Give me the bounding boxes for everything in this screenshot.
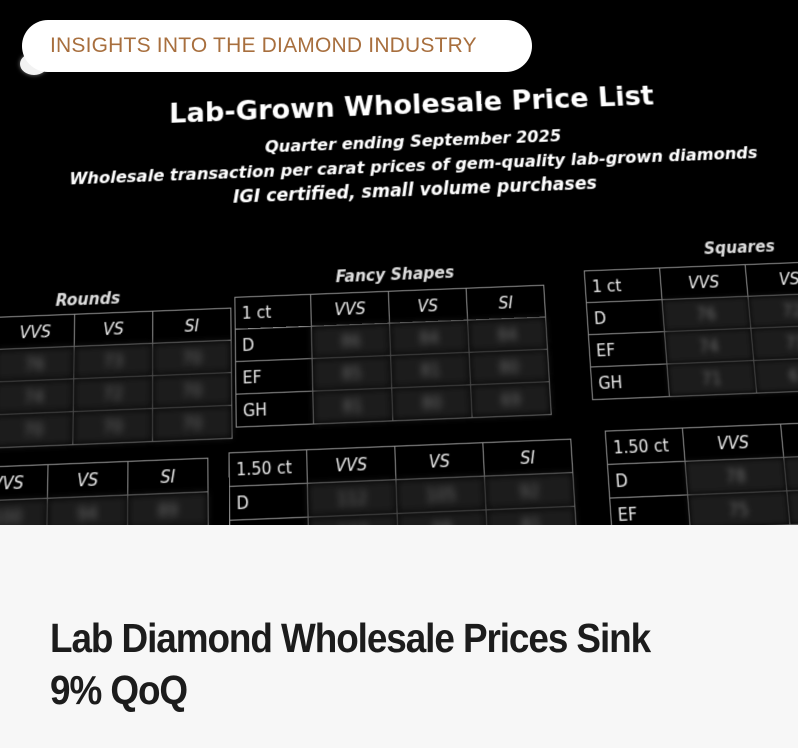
- row-label: GH: [590, 364, 669, 400]
- row-label: D: [586, 300, 664, 335]
- price-cell: 70: [152, 405, 232, 441]
- column-header: SI: [128, 458, 208, 495]
- price-cell: 70: [73, 408, 153, 444]
- column-header: VVS: [311, 291, 390, 326]
- price-cell: 80: [469, 349, 549, 385]
- column-header: VVS: [0, 314, 75, 349]
- price-cell: 81: [391, 352, 471, 388]
- column-header: V: [781, 420, 798, 457]
- column-header: VS: [395, 443, 485, 480]
- price-cell: 72: [748, 293, 798, 328]
- price-cell: 70: [0, 412, 73, 448]
- price-table-squares-150ct: 1.50 ct VVS V D 78 EF 75: [605, 420, 798, 525]
- carat-header: 1.50 ct: [229, 450, 307, 487]
- price-cell: 71: [751, 325, 798, 361]
- group-label-fancy-shapes: Fancy Shapes: [335, 263, 454, 287]
- price-table-rounds-150ct: VVS VS SI 100 94 89 97 91 86: [0, 458, 209, 525]
- price-cell: 70: [153, 373, 232, 409]
- column-header: VVS: [307, 446, 396, 483]
- price-table-squares-1ct: 1 ct VVS VS D 76 72 EF 74 71 GH 71 67: [584, 261, 798, 400]
- group-label-rounds: Rounds: [55, 289, 120, 311]
- price-cell: 67: [754, 357, 798, 393]
- price-cell: 84: [468, 317, 548, 352]
- row-label: D: [229, 483, 308, 520]
- price-cell: 84: [389, 320, 469, 355]
- column-header: VVS: [0, 465, 48, 502]
- column-header: SI: [466, 285, 545, 320]
- price-cell: 76: [0, 346, 74, 382]
- price-cell: 71: [667, 361, 757, 397]
- price-table-rounds-1ct: VVS VS SI 76 73 70 74 72 70 70 70 70: [0, 308, 233, 450]
- price-cell: 92: [484, 473, 574, 510]
- row-label: D: [235, 326, 312, 361]
- price-table-fancy-150ct: 1.50 ct VVS VS SI D 112 105 92 EF 107 98…: [229, 439, 578, 525]
- row-label: EF: [236, 359, 313, 395]
- carat-header: 1 ct: [235, 294, 311, 329]
- column-header: SI: [483, 439, 573, 476]
- column-header: VS: [74, 311, 153, 346]
- hero-image: Lab-Grown Wholesale Price List Quarter e…: [0, 0, 798, 525]
- price-cell: 74: [0, 379, 74, 415]
- category-badge[interactable]: INSIGHTS INTO THE DIAMOND INDUSTRY: [22, 20, 532, 72]
- price-cell: 86: [311, 323, 390, 358]
- price-cell: 74: [664, 328, 753, 364]
- price-cell: 112: [307, 480, 397, 517]
- column-header: VS: [47, 461, 128, 498]
- row-label: EF: [588, 332, 667, 367]
- article-headline[interactable]: Lab Diamond Wholesale Prices Sink 9% QoQ: [50, 612, 680, 716]
- column-header: SI: [153, 308, 231, 343]
- price-cell: 72: [73, 376, 152, 412]
- row-label: EF: [610, 495, 691, 525]
- price-cell: 100: [0, 498, 47, 525]
- price-cell: 73: [74, 343, 153, 379]
- price-cell: 80: [392, 385, 472, 421]
- price-cell: 94: [47, 495, 128, 525]
- price-cell: 78: [685, 457, 787, 495]
- price-cell: 81: [486, 506, 577, 525]
- price-cell: [784, 453, 798, 491]
- column-header: VS: [745, 261, 798, 296]
- group-label-squares: Squares: [703, 237, 775, 259]
- price-cell: 69: [471, 382, 552, 418]
- column-header: VS: [388, 288, 467, 323]
- column-header: VVS: [660, 265, 748, 300]
- price-cell: 105: [396, 476, 486, 513]
- carat-header: 1 ct: [584, 268, 662, 303]
- price-cell: 85: [312, 355, 392, 391]
- column-header: VVS: [682, 424, 783, 461]
- price-cell: 81: [313, 388, 393, 424]
- price-cell: 98: [397, 510, 488, 525]
- carat-header: 1.50 ct: [605, 428, 685, 464]
- row-label: D: [607, 461, 687, 498]
- price-cell: 76: [662, 296, 751, 331]
- price-list-sheet: Lab-Grown Wholesale Price List Quarter e…: [0, 43, 798, 525]
- price-cell: 75: [688, 491, 790, 525]
- price-cell: 70: [153, 340, 232, 376]
- price-cell: 89: [128, 492, 209, 525]
- price-table-fancy-1ct: 1 ct VVS VS SI D 86 84 84 EF 85 81 80 GH…: [234, 285, 551, 428]
- row-label: GH: [236, 391, 314, 427]
- price-cell: [787, 487, 798, 525]
